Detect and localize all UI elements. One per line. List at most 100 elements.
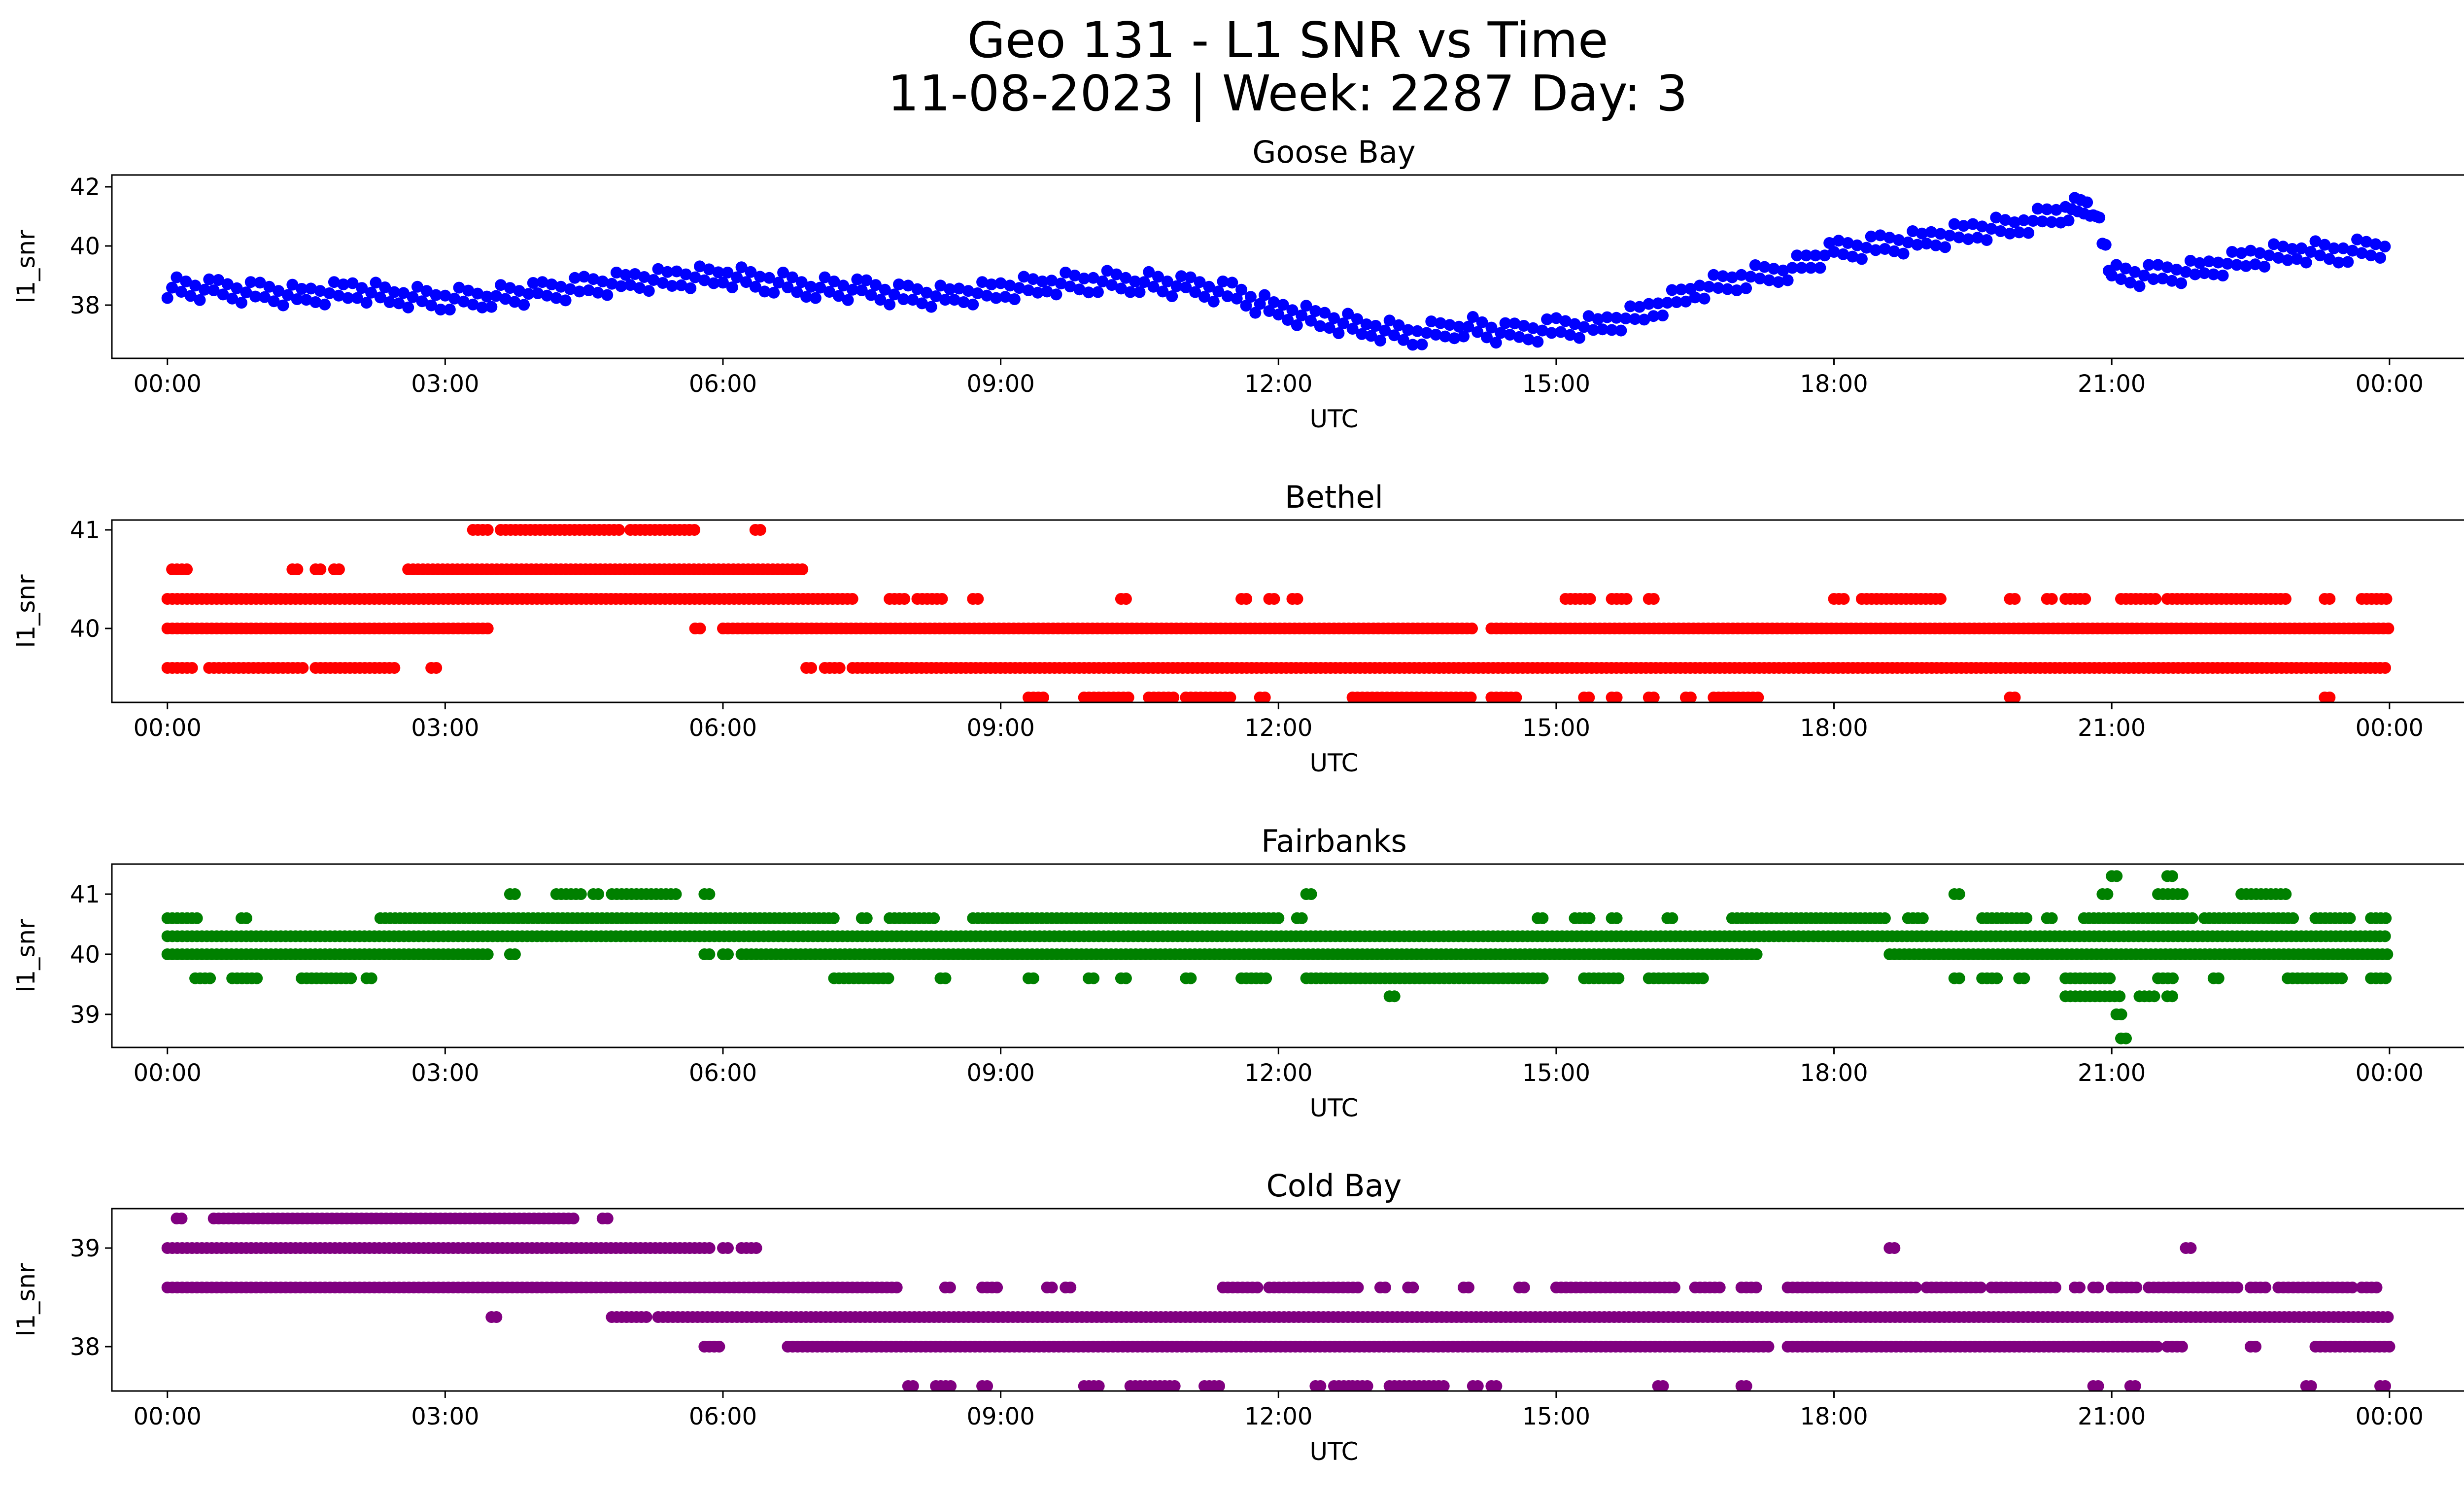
scatter-point [2138, 270, 2150, 281]
scatter-point [856, 284, 868, 296]
scatter-point [1407, 1282, 1419, 1293]
scatter-point [231, 282, 243, 294]
scatter-point [671, 265, 683, 278]
x-tick-label: 15:00 [1522, 714, 1590, 742]
scatter-point [309, 296, 322, 308]
scatter-point [916, 297, 928, 310]
scatter-point [1437, 1380, 1450, 1391]
x-tick-label: 21:00 [2078, 714, 2146, 742]
scatter-point [226, 292, 239, 305]
scatter-point [1698, 292, 1711, 305]
scatter-point [1402, 324, 1414, 336]
scatter-point [2259, 261, 2271, 273]
scatter-point [509, 296, 521, 308]
scatter-point [2259, 1282, 2271, 1293]
scatter-point [2277, 241, 2289, 253]
series-4 [161, 662, 2391, 674]
scatter-point [1731, 284, 1743, 296]
scatter-point [1508, 317, 1521, 330]
scatter-point [453, 281, 465, 294]
scatter-point [1870, 244, 1882, 256]
scatter-point [1300, 300, 1312, 312]
scatter-point [1818, 249, 1831, 262]
x-tick-label: 03:00 [411, 1059, 479, 1087]
scatter-point [2383, 1341, 2396, 1353]
scatter-point [1217, 276, 1229, 287]
scatter-point [936, 593, 948, 605]
scatter-point [800, 291, 813, 303]
scatter-point [656, 277, 669, 289]
scatter-point [191, 912, 203, 924]
scatter-point [567, 1213, 580, 1224]
scatter-point [1272, 912, 1285, 924]
scatter-point [254, 277, 266, 289]
scatter-point [1328, 312, 1340, 324]
scatter-point [1879, 912, 1891, 924]
scatter-point [1305, 314, 1317, 327]
scatter-point [2323, 253, 2335, 265]
scatter-point [2081, 196, 2093, 209]
y-tick-label: 41 [70, 881, 100, 908]
scatter-point [1430, 329, 1442, 341]
scatter-point [1860, 242, 1873, 254]
scatter-point [1666, 284, 1678, 296]
scatter-point [1263, 305, 1275, 317]
scatter-point [1008, 293, 1021, 305]
scatter-point [1244, 291, 1257, 303]
scatter-point [1791, 249, 1803, 262]
figure-title-line1: Geo 131 - L1 SNR vs Time [967, 11, 1608, 69]
scatter-point [971, 287, 984, 299]
scatter-point [2129, 1380, 2141, 1391]
scatter-point [1666, 912, 1678, 924]
scatter-point [948, 294, 960, 306]
scatter-point [582, 284, 595, 296]
scatter-point [661, 266, 674, 278]
scatter-point [1152, 271, 1164, 283]
scatter-point [379, 281, 391, 293]
scatter-point [1110, 268, 1123, 280]
scatter-point [1087, 272, 1099, 284]
scatter-point [522, 288, 535, 300]
scatter-point [2176, 1341, 2188, 1353]
scatter-point [944, 1282, 956, 1293]
scatter-point [490, 290, 502, 302]
scatter-point [467, 298, 479, 311]
scatter-point [509, 948, 521, 960]
x-tick-label: 03:00 [411, 370, 479, 398]
scatter-point [1465, 692, 1477, 702]
scatter-point [1027, 972, 1039, 984]
scatter-point [1657, 1380, 1669, 1391]
scatter-point [476, 301, 488, 313]
scatter-point [1356, 328, 1368, 340]
scatter-point [1093, 1380, 1105, 1391]
scatter-point [273, 285, 285, 297]
y-axis-label: l1_snr [12, 919, 40, 992]
scatter-point [768, 286, 780, 299]
scatter-point [1902, 236, 1914, 248]
scatter-point [1911, 239, 1923, 251]
scatter-point [1717, 270, 1729, 282]
scatter-point [2130, 1282, 2143, 1293]
scatter-point [181, 563, 193, 575]
scatter-point [1610, 692, 1623, 702]
y-tick-label: 42 [70, 174, 100, 201]
scatter-point [1735, 269, 1747, 281]
scatter-point [569, 272, 581, 284]
scatter-point [189, 279, 202, 292]
scatter-point [1374, 335, 1386, 347]
scatter-point [180, 276, 192, 287]
scatter-point [1397, 334, 1409, 346]
series-4 [161, 948, 2394, 960]
scatter-point [2379, 1380, 2391, 1391]
scatter-point [1083, 286, 1095, 299]
scatter-point [2305, 1380, 2317, 1391]
series-1 [161, 1242, 2197, 1254]
scatter-point [1351, 313, 1363, 325]
scatter-point [1610, 912, 1623, 924]
series-6 [1383, 990, 2178, 1003]
scatter-point [1615, 324, 1627, 337]
x-tick-label: 18:00 [1800, 370, 1868, 398]
scatter-point [1393, 319, 1405, 331]
scatter-point [277, 299, 289, 312]
scatter-point [925, 301, 937, 313]
